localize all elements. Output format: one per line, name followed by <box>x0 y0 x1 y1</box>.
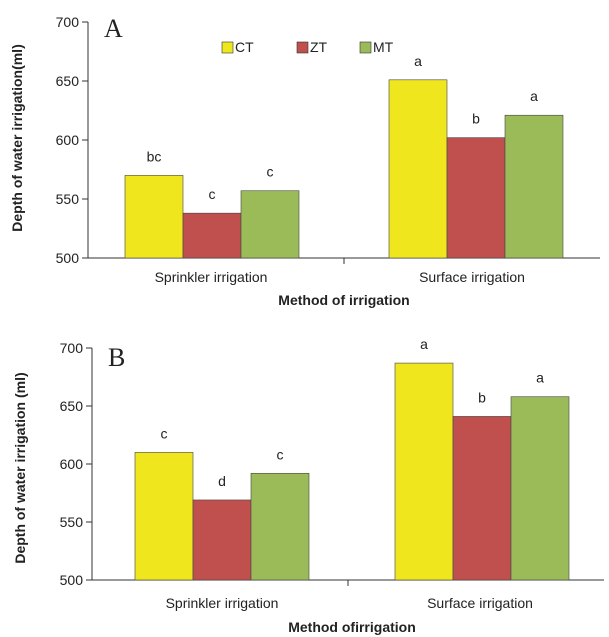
y-tick-label: 550 <box>60 514 84 530</box>
chart-a-legend: CT ZT MT <box>221 39 394 55</box>
significance-label: c <box>267 164 274 180</box>
significance-label: bc <box>147 148 162 164</box>
significance-label: a <box>414 53 422 69</box>
y-tick-label: 500 <box>56 250 80 266</box>
chart-a-x-axis-title: Method of irrigation <box>278 292 409 308</box>
y-tick-label: 650 <box>60 398 84 414</box>
bar-ct-1 <box>394 362 454 581</box>
legend-label-zt: ZT <box>310 39 328 55</box>
bar-mt-1 <box>504 114 564 259</box>
chart-a-category-label: Surface irrigation <box>419 269 525 285</box>
bar-ct-1 <box>388 79 448 259</box>
bar-zt-1 <box>452 416 512 581</box>
significance-label: b <box>478 389 486 405</box>
legend-label-mt: MT <box>373 39 394 55</box>
y-tick-label: 700 <box>56 14 80 30</box>
significance-label: b <box>472 111 480 127</box>
bar-zt-0 <box>182 212 242 259</box>
significance-label: a <box>536 370 544 386</box>
chart-a-bars <box>124 79 564 259</box>
significance-label: a <box>530 88 538 104</box>
legend-swatch-ct <box>221 41 234 54</box>
chart-a-y-ticks: 500 550 600 650 700 <box>56 14 88 266</box>
significance-label: d <box>218 473 226 489</box>
legend-swatch-zt <box>296 41 309 54</box>
chart-a-y-axis-title: Depth of water irrigation(ml) <box>9 44 25 231</box>
chart-a-category-label: Sprinkler irrigation <box>155 269 268 285</box>
chart-b-significance-labels: c a d b c a <box>161 336 545 489</box>
chart-b-category-label: Sprinkler irrigation <box>166 595 279 611</box>
y-tick-label: 600 <box>60 456 84 472</box>
chart-b-bars <box>134 362 570 581</box>
bar-ct-0 <box>124 175 184 259</box>
significance-label: a <box>420 336 428 352</box>
bar-mt-1 <box>510 396 570 581</box>
y-tick-label: 650 <box>56 73 80 89</box>
significance-label: c <box>209 186 216 202</box>
chart-b: B 500 550 600 650 700 c a d b c a Sprinkler irrig… <box>12 336 604 635</box>
significance-label: c <box>277 446 284 462</box>
chart-b-y-ticks: 500 550 600 650 700 <box>60 340 92 588</box>
bar-mt-0 <box>240 190 300 259</box>
y-tick-label: 600 <box>56 132 80 148</box>
bar-zt-0 <box>192 499 252 581</box>
legend-swatch-mt <box>359 41 372 54</box>
chart-b-panel-letter: B <box>108 343 125 372</box>
bar-zt-1 <box>446 137 506 259</box>
y-tick-label: 550 <box>56 191 80 207</box>
chart-a-panel-letter: A <box>104 14 123 43</box>
chart-b-category-label: Surface irrigation <box>427 595 533 611</box>
significance-label: c <box>161 425 168 441</box>
y-tick-label: 500 <box>60 572 84 588</box>
legend-label-ct: CT <box>235 39 254 55</box>
chart-b-x-axis-title: Method ofirrigation <box>288 619 416 635</box>
y-tick-label: 700 <box>60 340 84 356</box>
bar-ct-0 <box>134 452 194 581</box>
chart-b-y-axis-title: Depth of water irrigation (ml) <box>12 372 28 563</box>
bar-mt-0 <box>250 472 310 581</box>
